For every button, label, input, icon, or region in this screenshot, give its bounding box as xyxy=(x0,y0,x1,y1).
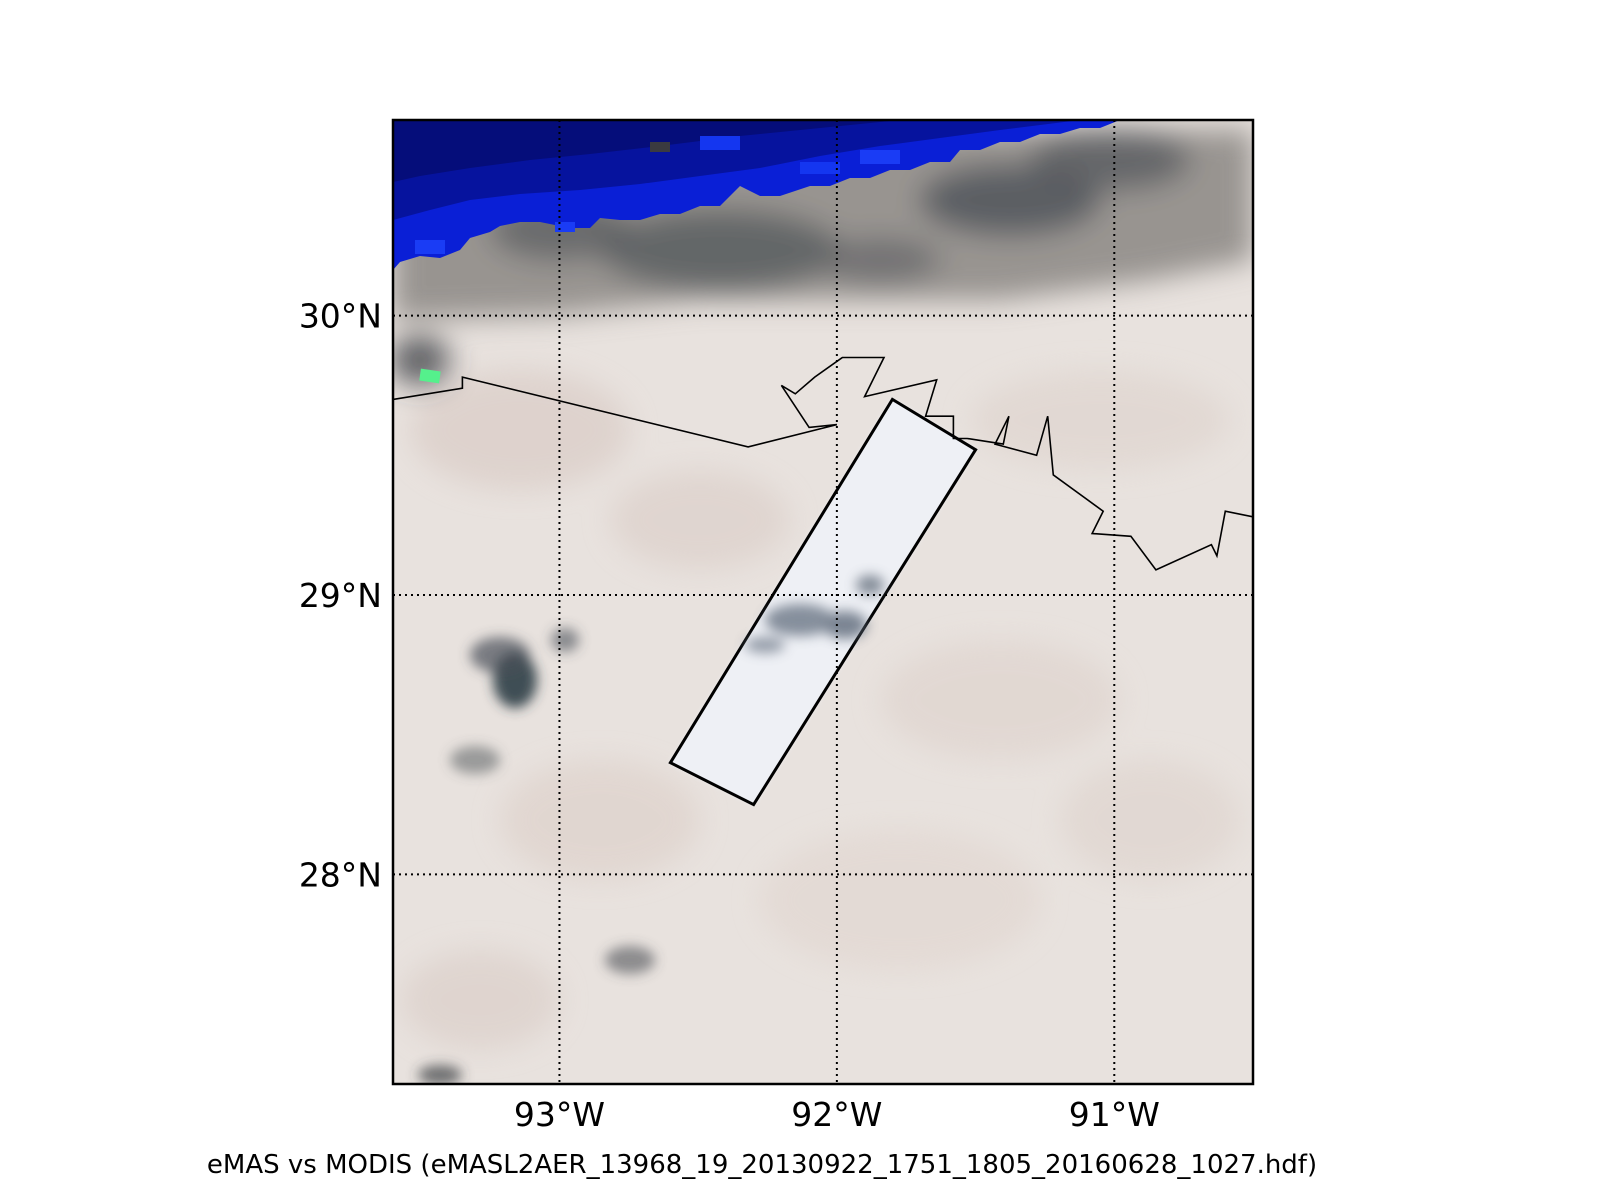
green-pixel xyxy=(419,368,441,384)
gridlines xyxy=(393,120,1253,1084)
ocean-region xyxy=(393,120,1120,270)
lon-tick-label: 93°W xyxy=(514,1095,605,1134)
lat-tick-labels: 30°N 29°N 28°N xyxy=(299,297,382,895)
map-panel xyxy=(393,120,1253,1084)
figure-caption: eMAS vs MODIS (eMASL2AER_13968_19_201309… xyxy=(207,1150,1317,1180)
emas-swath xyxy=(668,397,978,807)
lat-tick-label: 28°N xyxy=(299,855,382,894)
dark-cloud-clusters xyxy=(418,628,655,1084)
lat-tick-label: 29°N xyxy=(299,576,382,615)
map-frame xyxy=(391,118,1255,1086)
coastline xyxy=(393,356,1253,571)
lat-tick-label: 30°N xyxy=(299,297,382,336)
cloud-texture xyxy=(400,370,1240,1050)
lon-tick-label: 92°W xyxy=(791,1095,882,1134)
swath-dark-patch xyxy=(745,575,884,653)
lon-tick-labels: 93°W 92°W 91°W xyxy=(514,1095,1160,1134)
lon-tick-label: 91°W xyxy=(1069,1095,1160,1134)
